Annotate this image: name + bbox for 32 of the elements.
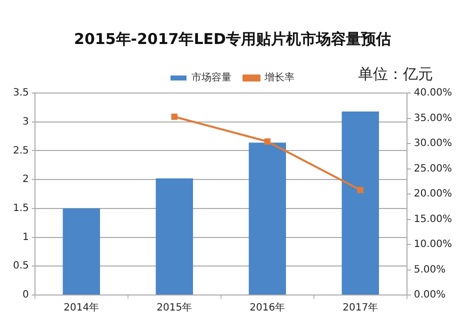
y2-tick-label: 40.00% [414, 88, 452, 99]
bar [156, 178, 193, 294]
x-tick-label: 2016年 [250, 302, 286, 314]
point [357, 186, 364, 194]
point [171, 114, 178, 120]
y2-tick-label: 15.00% [414, 214, 452, 225]
y-tick-label: 1 [22, 232, 29, 243]
y-tick-label: 0.5 [12, 260, 29, 272]
x-tick-label: 2015年 [156, 302, 192, 314]
x-tick-label: 2017年 [342, 302, 378, 314]
y-tick-label: 3 [22, 116, 29, 128]
bar [248, 142, 286, 294]
bar [62, 208, 100, 294]
legend-label: 增长率 [264, 72, 294, 84]
y2-tick-label: 10.00% [414, 239, 452, 250]
y2-tick-label: 0.00% [414, 290, 446, 301]
y-tick-label: 1.5 [12, 203, 29, 214]
y2-tick-label: 5.00% [414, 264, 446, 276]
legend-label: 市场容量 [192, 72, 232, 84]
y-tick-label: 2 [22, 174, 29, 186]
y-tick-label: 0 [22, 290, 29, 301]
text: 单位：亿元 [358, 64, 433, 83]
y-tick-label: 3.5 [12, 88, 29, 99]
x-tick-label: 2014年 [64, 302, 100, 314]
y2-tick-label: 30.00% [414, 138, 452, 150]
chart-title: 2015年-2017年LED专用贴片机市场容量预估 [74, 30, 391, 48]
y-tick-label: 2.5 [12, 145, 29, 156]
y2-tick-label: 35.00% [414, 112, 452, 124]
y2-tick-label: 25.00% [414, 163, 452, 174]
bar [342, 111, 379, 294]
point [264, 138, 271, 145]
y2-tick-label: 20.00% [414, 188, 452, 200]
